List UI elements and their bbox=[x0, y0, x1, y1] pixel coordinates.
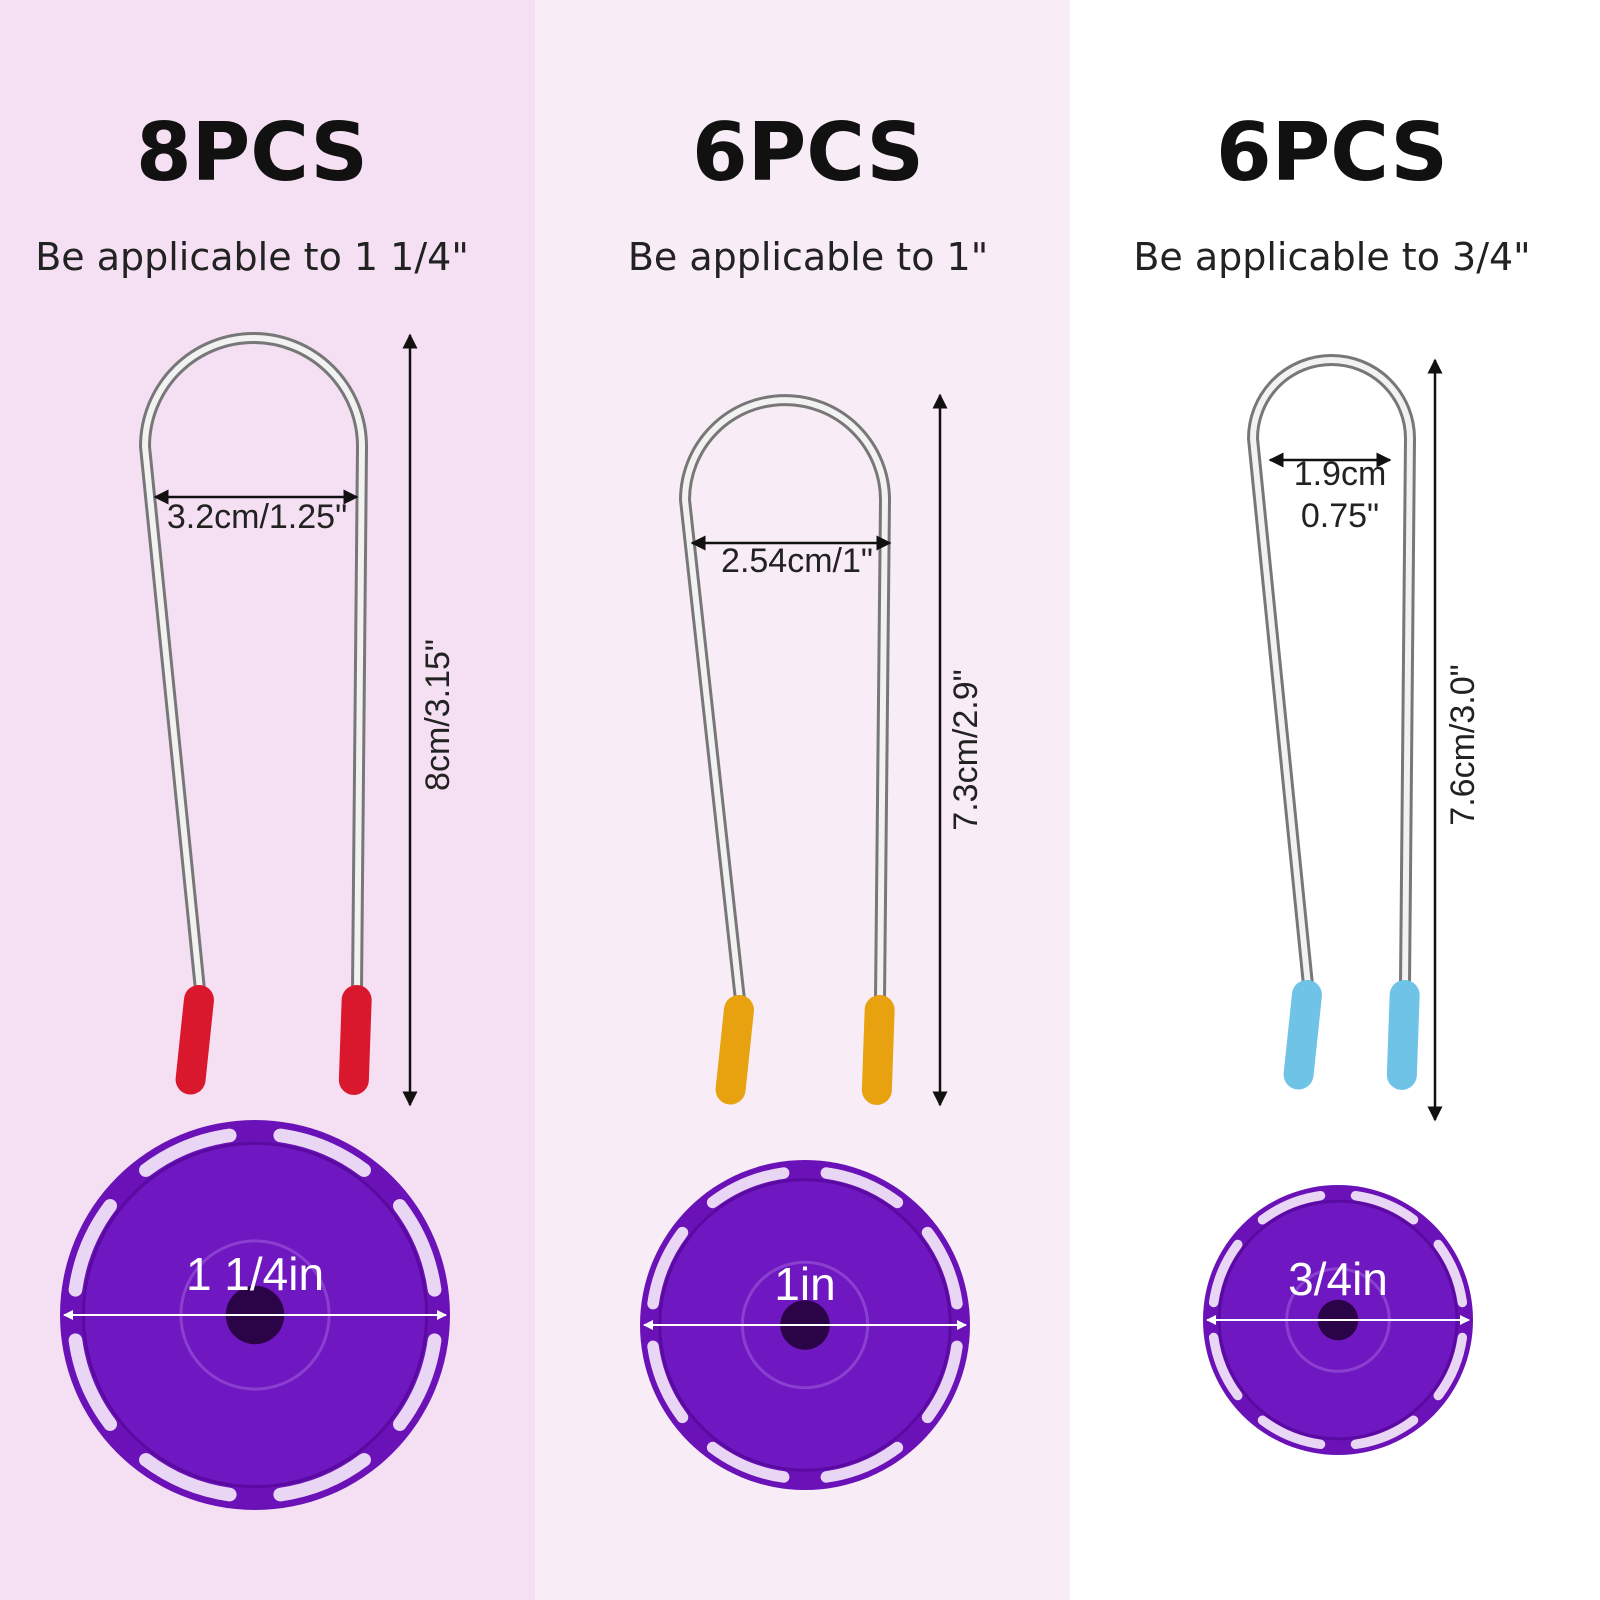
diameter-label: 3/4in bbox=[1288, 1253, 1388, 1305]
width-label: 3.2cm/1.25" bbox=[167, 498, 347, 536]
lid-slot bbox=[706, 1441, 790, 1483]
pack-count: 6PCS bbox=[1216, 106, 1448, 199]
lid-slot bbox=[139, 1128, 237, 1177]
diameter-label: 1in bbox=[774, 1258, 835, 1310]
size-caption: Be applicable to 3/4" bbox=[1133, 235, 1530, 279]
width-label: 2.54cm/1" bbox=[721, 542, 873, 580]
lid-slot bbox=[68, 1199, 117, 1297]
end-cap bbox=[1386, 979, 1420, 1090]
lid-slot bbox=[273, 1128, 371, 1177]
end-cap bbox=[338, 984, 372, 1095]
lid-slot bbox=[393, 1333, 442, 1431]
end-cap bbox=[715, 994, 754, 1105]
width-label: 1.9cm bbox=[1294, 455, 1387, 493]
lid-slot bbox=[647, 1340, 689, 1424]
lid-slot bbox=[273, 1453, 371, 1502]
lid-slot bbox=[68, 1333, 117, 1431]
lid-slot bbox=[1433, 1332, 1468, 1401]
wire bbox=[1249, 357, 1414, 988]
lid-slot bbox=[1257, 1415, 1326, 1450]
lid-slot bbox=[647, 1226, 689, 1310]
end-cap bbox=[175, 984, 214, 1095]
wire bbox=[141, 335, 366, 993]
lid-slot bbox=[706, 1167, 790, 1209]
height-label: 7.3cm/2.9" bbox=[947, 669, 985, 830]
diameter-label: 1 1/4in bbox=[186, 1248, 324, 1300]
height-label: 8cm/3.15" bbox=[419, 639, 457, 791]
lid-slot bbox=[820, 1167, 904, 1209]
pack-count: 8PCS bbox=[136, 106, 368, 199]
lid-slot bbox=[1208, 1332, 1243, 1401]
lid-slot bbox=[921, 1226, 963, 1310]
lid-slot bbox=[1208, 1239, 1243, 1308]
lid-slot bbox=[1350, 1415, 1419, 1450]
size-caption: Be applicable to 1 1/4" bbox=[35, 235, 469, 279]
lid-slot bbox=[1257, 1190, 1326, 1225]
height-label: 7.6cm/3.0" bbox=[1444, 664, 1482, 825]
pack-count: 6PCS bbox=[692, 106, 924, 199]
end-cap bbox=[861, 994, 895, 1105]
lid-slot bbox=[921, 1340, 963, 1424]
width-label: 0.75" bbox=[1301, 497, 1379, 535]
lid-slot bbox=[393, 1199, 442, 1297]
lid-slot bbox=[1350, 1190, 1419, 1225]
end-cap bbox=[1283, 979, 1322, 1090]
lid-slot bbox=[1433, 1239, 1468, 1308]
lid-slot bbox=[139, 1453, 237, 1502]
lid-slot bbox=[820, 1441, 904, 1483]
size-caption: Be applicable to 1" bbox=[628, 235, 988, 279]
wire bbox=[681, 397, 889, 1003]
